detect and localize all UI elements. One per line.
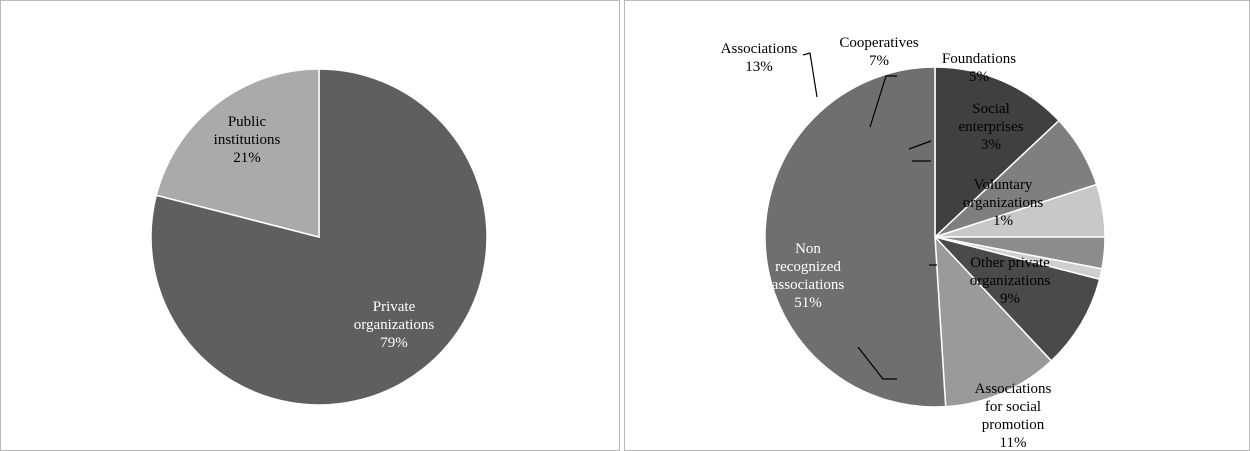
slice-label-voluntary-organizations: Voluntary organizations 1% [963,177,1044,229]
pie-slice-other-private-organizations [932,235,1101,362]
slice-label-cooperatives: Cooperatives 7% [839,35,918,69]
pie-slice-non-recognized-associations [764,66,947,408]
slice-label-other-private-organizations: Other private organizations 9% [970,255,1051,307]
pie-slice-associations [934,66,1060,239]
right-pie-chart: Associations 13% Cooperatives 7% Foundations… [721,35,1106,451]
right-chart-panel: Associations 13% Cooperatives 7% Foundations… [624,0,1250,451]
pie-slice-associations-for-social-promotion [934,234,1053,408]
panel-divider [620,0,624,451]
slice-label-associations: Associations 13% [721,41,798,75]
left-pie-chart: Private organizations 79% Public institution… [150,68,488,406]
slice-label-foundations: Foundations 5% [942,51,1016,85]
leader-line-associations [802,52,818,98]
slice-label-associations-for-social-promotion: Associations for social promotion 11% [975,381,1052,451]
leader-line-associations-for-social-promotion [857,346,897,380]
leader-line-foundations [869,75,897,128]
slice-label-non-recognized-associations: Non recognized associations 51% [772,241,845,311]
slice-label-private-organizations: Private organizations 79% [354,299,435,351]
slice-label-public-institutions: Public institutions 21% [214,114,281,166]
pie-slice-private-organizations [150,68,488,406]
left-chart-panel: Private organizations 79% Public institution… [0,0,620,451]
pie-slice-public-institutions [155,68,320,238]
slice-label-social-enterprises: Social enterprises 3% [959,101,1024,153]
leader-line-social-enterprises [908,140,932,150]
